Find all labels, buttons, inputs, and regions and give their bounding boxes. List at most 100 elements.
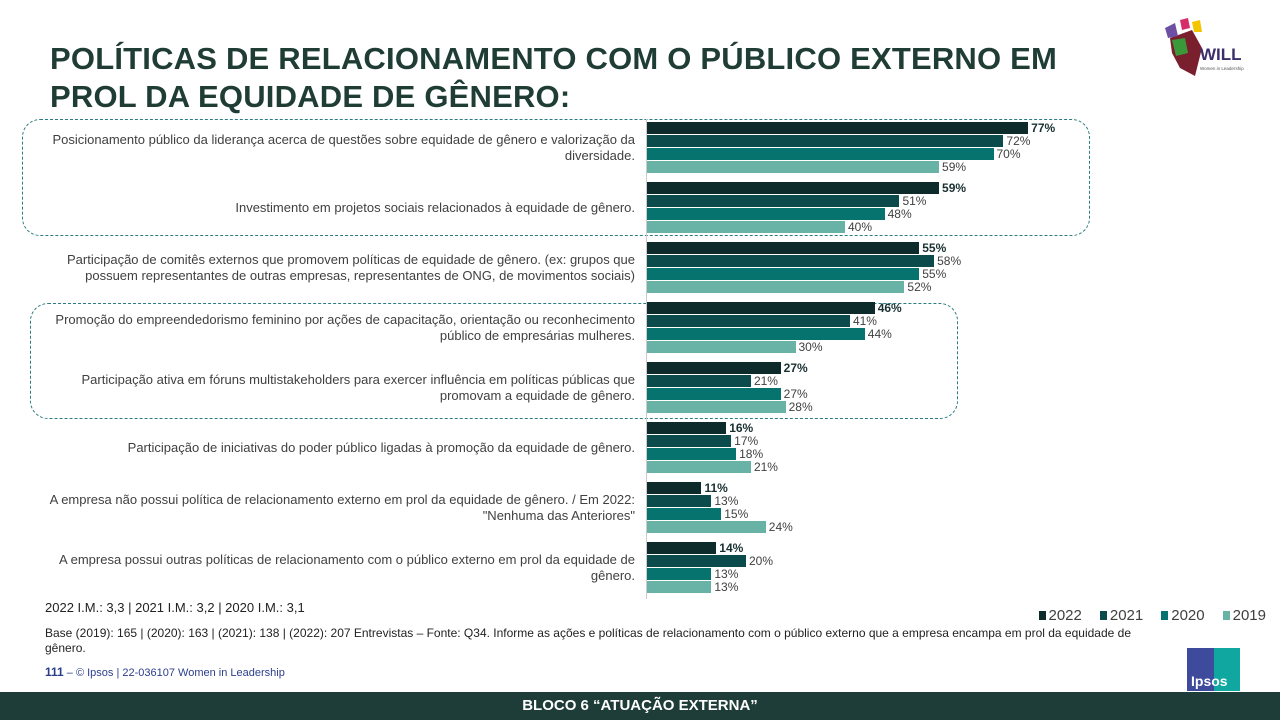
data-label: 27%: [783, 387, 808, 401]
im-text: 2022 I.M.: 3,3 | 2021 I.M.: 3,2 | 2020 I…: [45, 600, 305, 615]
bar-2021: [647, 495, 712, 507]
bar-2022: [647, 122, 1029, 134]
bar-2020: [647, 568, 712, 580]
legend-label: 2021: [1109, 607, 1144, 624]
bar-2021: [647, 555, 746, 567]
bar-2019: [647, 581, 712, 593]
category-label: A empresa possui outras políticas de rel…: [59, 552, 635, 583]
bar-2019: [647, 461, 751, 473]
category-axis: [646, 119, 647, 599]
data-label: 72%: [1006, 134, 1031, 148]
bar-2022: [647, 242, 920, 254]
data-label: 28%: [788, 400, 813, 414]
data-label: 18%: [739, 447, 764, 461]
data-label: 13%: [714, 580, 739, 594]
data-label: 40%: [848, 220, 873, 234]
category-label: A empresa não possui política de relacio…: [49, 492, 635, 523]
data-label: 51%: [902, 194, 927, 208]
legend-item-2019: 2019: [1222, 607, 1266, 624]
data-label: 20%: [749, 554, 774, 568]
data-label: 13%: [714, 567, 739, 581]
bar-2019: [647, 221, 845, 233]
data-label: 59%: [942, 181, 967, 195]
legend-swatch: [1099, 611, 1107, 620]
page-dash: –: [63, 667, 76, 679]
category-label: Participação ativa em fóruns multistakeh…: [81, 372, 635, 403]
category-label: Posicionamento público da liderança acer…: [52, 132, 635, 163]
bar-chart: Posicionamento público da liderança acer…: [49, 119, 1056, 599]
base-note: Base (2019): 165 | (2020): 163 | (2021):…: [45, 626, 1131, 655]
bar-2021: [647, 195, 900, 207]
data-label: 44%: [867, 327, 892, 341]
data-label: 14%: [719, 541, 744, 555]
will-logo: WILL Women in Leadership: [1165, 18, 1244, 76]
data-label: 11%: [704, 481, 728, 495]
bar-2022: [647, 362, 781, 374]
bar-2022: [647, 182, 940, 194]
data-label: 21%: [753, 460, 778, 474]
ipsos-logo: Ipsos: [1187, 648, 1240, 691]
data-label: 46%: [877, 301, 902, 315]
data-label: 41%: [852, 314, 877, 328]
data-label: 27%: [783, 361, 808, 375]
bar-2021: [647, 315, 850, 327]
legend-item-2021: 2021: [1099, 607, 1144, 624]
legend-swatch: [1222, 611, 1230, 620]
page-number: 111: [45, 665, 64, 679]
bar-2019: [647, 401, 786, 413]
legend-item-2020: 2020: [1161, 607, 1205, 624]
bar-2020: [647, 448, 737, 460]
legend-swatch: [1038, 611, 1046, 620]
data-label: 55%: [922, 267, 947, 281]
category-label: Participação de iniciativas do poder púb…: [127, 440, 635, 455]
bar-2022: [647, 422, 727, 434]
bar-2022: [647, 482, 702, 494]
highlight-box-2: [30, 303, 958, 419]
data-label: 52%: [907, 280, 932, 294]
svg-text:Women in Leadership: Women in Leadership: [1200, 66, 1244, 71]
bar-2020: [647, 328, 865, 340]
category-label: Promoção do empreendedorismo feminino po…: [55, 312, 635, 343]
data-label: 15%: [724, 507, 749, 521]
bar-2019: [647, 161, 940, 173]
bar-2022: [647, 542, 717, 554]
legend-item-2022: 2022: [1038, 607, 1082, 624]
bar-2021: [647, 435, 732, 447]
data-label: 77%: [1031, 121, 1056, 135]
bar-2021: [647, 375, 751, 387]
bar-2020: [647, 208, 885, 220]
copyright: © Ipsos | 22-036107 Women in Leadership: [75, 667, 285, 679]
page-title: POLÍTICAS DE RELACIONAMENTO COM O PÚBLIC…: [50, 41, 1058, 114]
page-info: 111 – © Ipsos | 22-036107 Women in Leade…: [45, 665, 285, 679]
data-label: 59%: [942, 160, 967, 174]
category-label: Participação de comitês externos que pro…: [66, 252, 635, 283]
legend-label: 2022: [1048, 607, 1082, 624]
data-label: 24%: [768, 520, 793, 534]
bar-2021: [647, 255, 935, 267]
data-label: 16%: [729, 421, 754, 435]
data-label: 21%: [753, 374, 778, 388]
bar-2019: [647, 341, 796, 353]
data-label: 30%: [798, 340, 823, 354]
bar-2020: [647, 388, 781, 400]
section-footer: BLOCO 6 “ATUAÇÃO EXTERNA”: [0, 692, 1280, 720]
data-label: 70%: [996, 147, 1021, 161]
bar-2020: [647, 268, 920, 280]
bar-2020: [647, 508, 722, 520]
data-label: 55%: [922, 241, 947, 255]
data-label: 48%: [887, 207, 912, 221]
legend: 2022 2021 2020 2019: [1038, 607, 1266, 624]
data-label: 58%: [937, 254, 962, 268]
bar-2019: [647, 521, 766, 533]
category-label: Investimento em projetos sociais relacio…: [235, 200, 635, 215]
legend-label: 2019: [1232, 607, 1266, 624]
data-label: 13%: [714, 494, 739, 508]
bar-2019: [647, 281, 905, 293]
bar-2020: [647, 148, 994, 160]
data-label: 17%: [734, 434, 759, 448]
highlight-box-1: [22, 119, 1090, 236]
legend-label: 2020: [1171, 607, 1205, 624]
bar-2022: [647, 302, 875, 314]
bar-2021: [647, 135, 1004, 147]
legend-swatch: [1161, 611, 1169, 620]
